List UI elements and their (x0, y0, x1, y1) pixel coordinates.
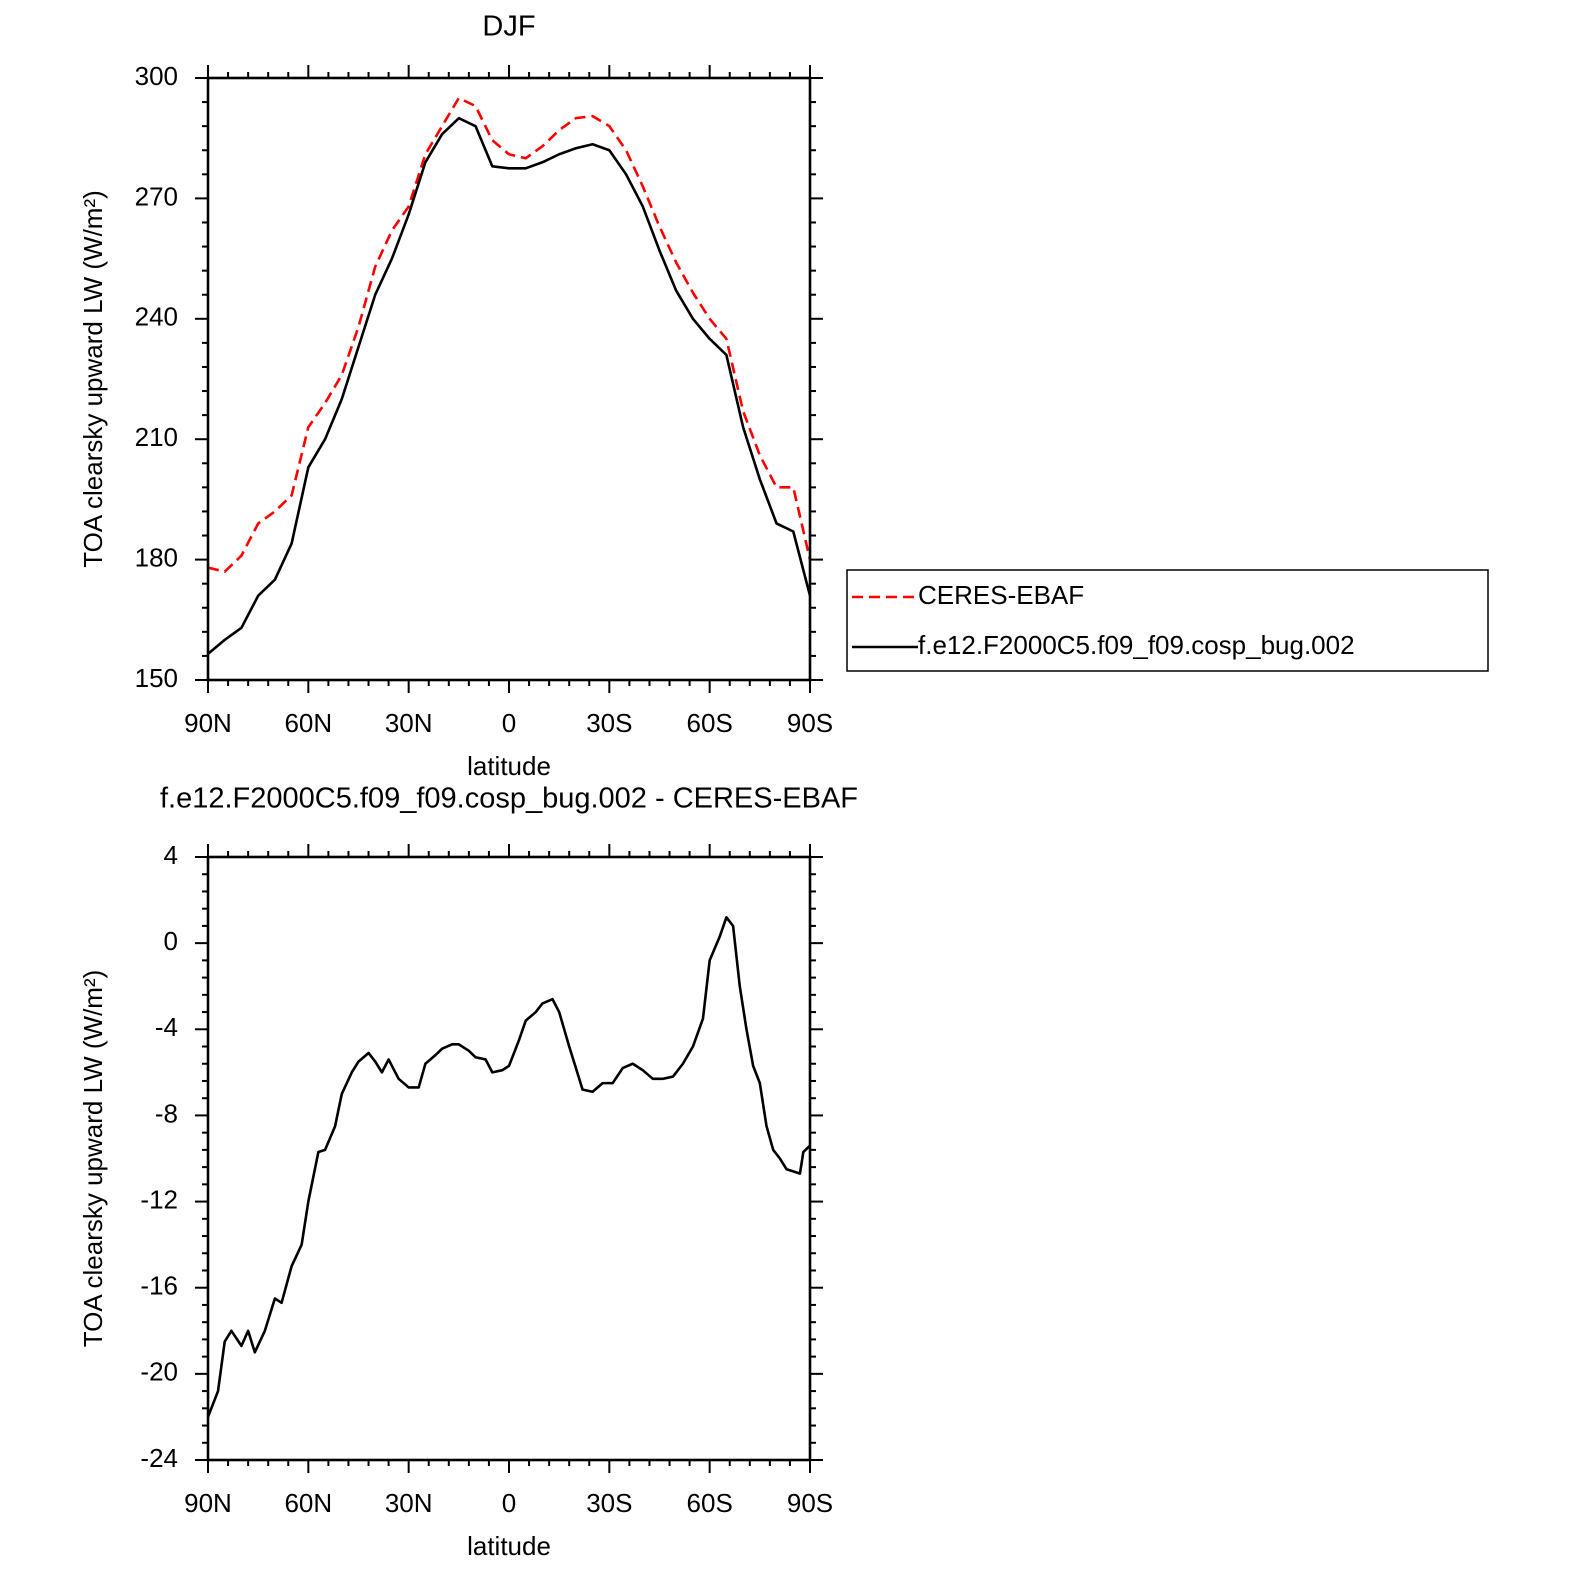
legend-box (846, 569, 1489, 672)
x-axis-label: latitude (467, 1531, 551, 1561)
y-tick-label: -4 (155, 1012, 178, 1042)
x-tick-label: 30S (586, 708, 632, 738)
chart-title: f.e12.F2000C5.f09_f09.cosp_bug.002 - CER… (160, 783, 858, 815)
y-tick-label: -8 (155, 1098, 178, 1128)
y-tick-label: 210 (135, 422, 178, 452)
x-tick-label: 90N (184, 708, 232, 738)
y-tick-label: 270 (135, 181, 178, 211)
x-tick-label: 90S (787, 708, 833, 738)
data-line (207, 96, 812, 573)
x-tick-label: 60N (284, 708, 332, 738)
plot-frame (206, 76, 812, 682)
plot-frame (206, 855, 812, 1462)
chart-title: DJF (482, 11, 535, 43)
y-tick-label: -12 (140, 1184, 178, 1214)
x-tick-label: 60S (687, 708, 733, 738)
y-tick-label: 150 (135, 663, 178, 693)
y-axis-label: TOA clearsky upward LW (W/m²) (78, 970, 108, 1348)
data-line (206, 916, 811, 1418)
y-tick-label: 300 (135, 61, 178, 91)
y-tick-label: 4 (164, 840, 178, 870)
legend-label: f.e12.F2000C5.f09_f09.cosp_bug.002 (918, 630, 1355, 660)
y-axis-label: TOA clearsky upward LW (W/m²) (78, 190, 108, 568)
x-tick-label: 0 (502, 1488, 516, 1518)
y-tick-label: -20 (140, 1357, 178, 1387)
legend-label: CERES-EBAF (918, 580, 1084, 610)
x-tick-label: 60N (284, 1488, 332, 1518)
x-tick-label: 30N (385, 1488, 433, 1518)
x-tick-label: 60S (687, 1488, 733, 1518)
x-axis-label: latitude (467, 751, 551, 781)
x-tick-label: 0 (502, 708, 516, 738)
x-tick-label: 30N (385, 708, 433, 738)
x-tick-label: 30S (586, 1488, 632, 1518)
x-tick-label: 90S (787, 1488, 833, 1518)
y-tick-label: -16 (140, 1271, 178, 1301)
y-tick-label: 240 (135, 302, 178, 332)
y-tick-label: 180 (135, 542, 178, 572)
data-line (207, 116, 812, 655)
x-tick-label: 90N (184, 1488, 232, 1518)
y-tick-label: -24 (140, 1443, 178, 1473)
y-tick-label: 0 (164, 926, 178, 956)
